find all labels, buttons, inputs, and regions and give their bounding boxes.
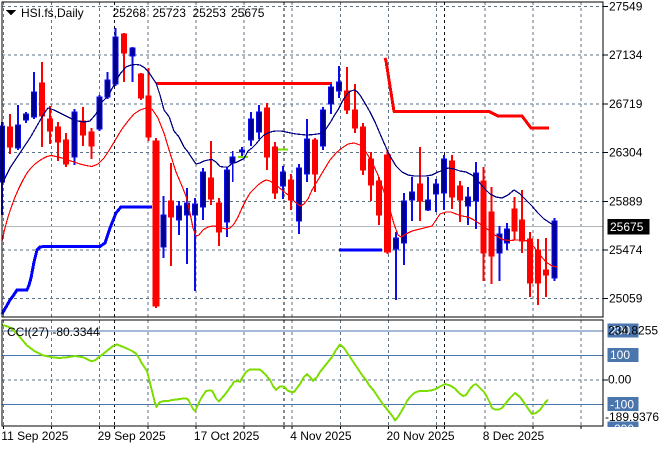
svg-text:-100: -100 [610,397,634,411]
svg-text:26719: 26719 [609,97,643,111]
svg-text:25675: 25675 [231,6,265,20]
svg-text:29 Sep 2025: 29 Sep 2025 [98,429,166,443]
svg-text:20 Nov 2025: 20 Nov 2025 [387,429,455,443]
svg-text:25675: 25675 [610,220,644,234]
svg-text:17 Oct 2025: 17 Oct 2025 [194,429,260,443]
svg-text:200: 200 [610,324,630,338]
svg-text:25723: 25723 [153,6,187,20]
svg-text:0.00: 0.00 [608,373,632,387]
svg-text:234.8255: 234.8255 [608,324,658,338]
svg-text:25059: 25059 [609,292,643,306]
svg-text:-189.9376: -189.9376 [605,410,659,424]
svg-text:25268: 25268 [113,6,147,20]
svg-text:100: 100 [610,348,630,362]
svg-text:4 Nov 2025: 4 Nov 2025 [290,429,352,443]
svg-text:26304: 26304 [609,146,643,160]
svg-text:25474: 25474 [609,243,643,257]
svg-text:25253: 25253 [193,6,227,20]
svg-text:CCI(27) -80.3344: CCI(27) -80.3344 [7,325,100,339]
svg-text:11 Sep 2025: 11 Sep 2025 [1,429,68,443]
svg-text:27134: 27134 [609,48,643,62]
svg-text:8 Dec 2025: 8 Dec 2025 [483,429,545,443]
svg-text:27549: 27549 [609,0,643,14]
svg-text:25889: 25889 [609,194,643,208]
svg-text:HSI.fs,Daily: HSI.fs,Daily [21,6,84,20]
